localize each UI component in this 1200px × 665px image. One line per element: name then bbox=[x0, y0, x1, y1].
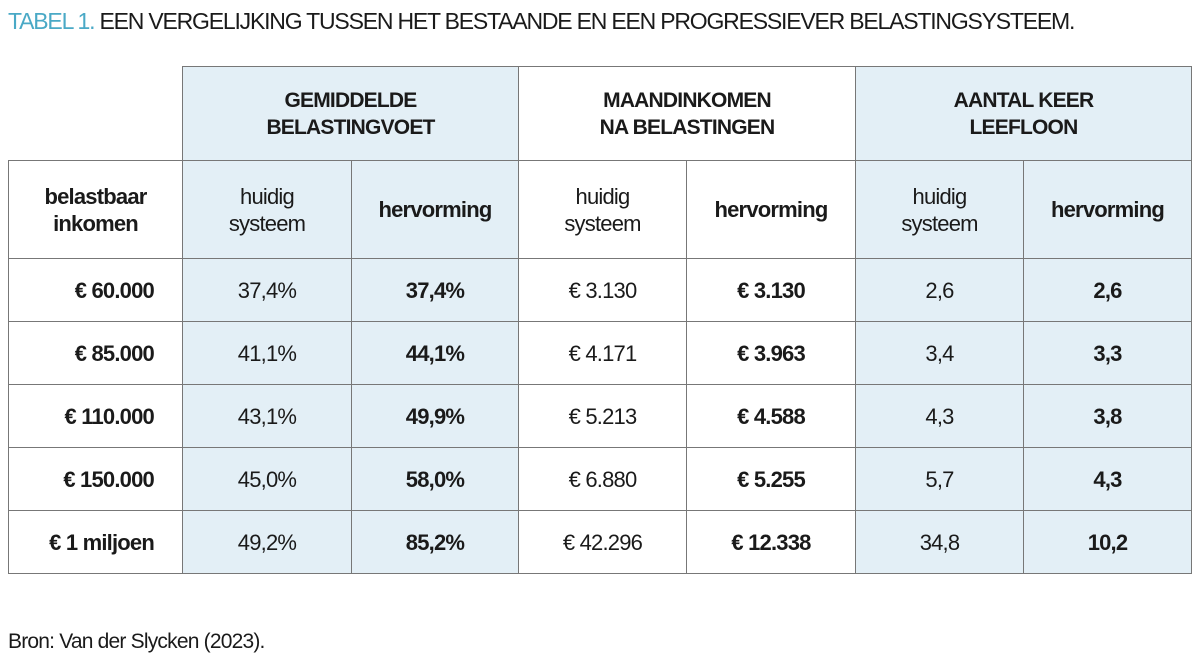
leefloon-reform-cell: 3,3 bbox=[1023, 321, 1192, 385]
monthly-income-current-cell: € 5.213 bbox=[518, 384, 687, 448]
table-row: € 150.000 45,0% 58,0% € 6.880 € 5.255 5,7 4,3 bbox=[8, 447, 1192, 511]
leefloon-reform-cell: 3,8 bbox=[1023, 384, 1192, 448]
monthly-income-reform-cell: € 4.588 bbox=[686, 384, 856, 448]
sub-header-current: huidig systeem bbox=[182, 160, 352, 259]
leefloon-current-cell: 4,3 bbox=[855, 384, 1024, 448]
row-header-income: belastbaar inkomen bbox=[8, 160, 183, 259]
table-row: € 60.000 37,4% 37,4% € 3.130 € 3.130 2,6 2,6 bbox=[8, 258, 1192, 322]
leefloon-reform-cell: 10,2 bbox=[1023, 510, 1192, 574]
sub-header-current: huidig systeem bbox=[855, 160, 1024, 259]
monthly-income-reform-cell: € 3.130 bbox=[686, 258, 856, 322]
monthly-income-current-cell: € 6.880 bbox=[518, 447, 687, 511]
sub-header-reform: hervorming bbox=[1023, 160, 1192, 259]
tax-rate-reform-cell: 58,0% bbox=[351, 447, 519, 511]
group-header-leefloon: AANTAL KEER LEEFLOON bbox=[855, 66, 1192, 161]
table-row: € 85.000 41,1% 44,1% € 4.171 € 3.963 3,4 3,3 bbox=[8, 321, 1192, 385]
tax-rate-reform-cell: 44,1% bbox=[351, 321, 519, 385]
group-header-monthly-income: MAANDINKOMEN NA BELASTINGEN bbox=[518, 66, 856, 161]
income-cell: € 1 miljoen bbox=[8, 510, 183, 574]
monthly-income-reform-cell: € 5.255 bbox=[686, 447, 856, 511]
income-cell: € 110.000 bbox=[8, 384, 183, 448]
group-header-row: GEMIDDELDE BELASTINGVOET MAANDINKOMEN NA B… bbox=[8, 66, 1192, 161]
sub-header-current: huidig systeem bbox=[518, 160, 687, 259]
income-cell: € 60.000 bbox=[8, 258, 183, 322]
leefloon-current-cell: 2,6 bbox=[855, 258, 1024, 322]
group-header-tax-rate: GEMIDDELDE BELASTINGVOET bbox=[182, 66, 519, 161]
table-label: TABEL 1. bbox=[8, 8, 95, 34]
leefloon-current-cell: 5,7 bbox=[855, 447, 1024, 511]
tax-rate-reform-cell: 37,4% bbox=[351, 258, 519, 322]
leefloon-current-cell: 3,4 bbox=[855, 321, 1024, 385]
income-cell: € 150.000 bbox=[8, 447, 183, 511]
tax-rate-current-cell: 41,1% bbox=[182, 321, 352, 385]
sub-header-reform: hervorming bbox=[686, 160, 856, 259]
tax-rate-current-cell: 43,1% bbox=[182, 384, 352, 448]
tax-rate-reform-cell: 85,2% bbox=[351, 510, 519, 574]
tax-rate-reform-cell: 49,9% bbox=[351, 384, 519, 448]
monthly-income-current-cell: € 3.130 bbox=[518, 258, 687, 322]
leefloon-current-cell: 34,8 bbox=[855, 510, 1024, 574]
tax-rate-current-cell: 37,4% bbox=[182, 258, 352, 322]
monthly-income-current-cell: € 4.171 bbox=[518, 321, 687, 385]
source-note: Bron: Van der Slycken (2023). bbox=[8, 630, 265, 653]
table-row: € 110.000 43,1% 49,9% € 5.213 € 4.588 4,3 3,8 bbox=[8, 384, 1192, 448]
income-cell: € 85.000 bbox=[8, 321, 183, 385]
table-title: TABEL 1. EEN VERGELIJKING TUSSEN HET BES… bbox=[8, 8, 1075, 35]
sub-header-reform: hervorming bbox=[351, 160, 519, 259]
tax-rate-current-cell: 49,2% bbox=[182, 510, 352, 574]
sub-header-row: belastbaar inkomen huidig systeem hervormi… bbox=[8, 160, 1192, 259]
monthly-income-current-cell: € 42.296 bbox=[518, 510, 687, 574]
leefloon-reform-cell: 2,6 bbox=[1023, 258, 1192, 322]
table-caption: EEN VERGELIJKING TUSSEN HET BESTAANDE EN… bbox=[94, 8, 1075, 34]
monthly-income-reform-cell: € 12.338 bbox=[686, 510, 856, 574]
table-row: € 1 miljoen 49,2% 85,2% € 42.296 € 12.338 34,… bbox=[8, 510, 1192, 574]
tax-rate-current-cell: 45,0% bbox=[182, 447, 352, 511]
empty-corner bbox=[8, 66, 183, 161]
comparison-table: GEMIDDELDE BELASTINGVOET MAANDINKOMEN NA B… bbox=[8, 66, 1192, 574]
leefloon-reform-cell: 4,3 bbox=[1023, 447, 1192, 511]
monthly-income-reform-cell: € 3.963 bbox=[686, 321, 856, 385]
